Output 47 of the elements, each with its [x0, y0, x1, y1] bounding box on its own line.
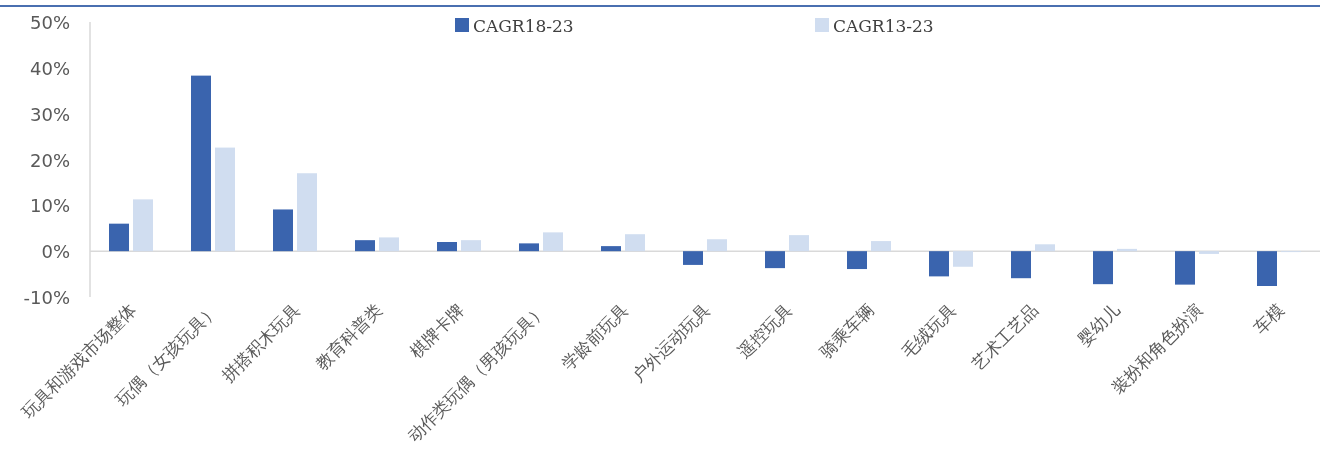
legend-label: CAGR13-23: [833, 16, 934, 36]
bar: [953, 251, 973, 267]
x-tick-label: 车模: [1249, 299, 1288, 338]
y-tick-label: -10%: [23, 287, 70, 308]
bar: [273, 209, 293, 252]
bar: [215, 147, 235, 252]
bar: [765, 251, 785, 269]
y-tick-label: 0%: [41, 241, 70, 263]
x-tick-label: 骑乘车辆: [815, 299, 878, 362]
bar: [543, 232, 563, 252]
bar: [683, 251, 703, 265]
y-tick-label: 30%: [29, 103, 70, 125]
x-tick-label: 遥控玩具: [733, 299, 796, 362]
bar: [871, 241, 891, 252]
bar: [133, 199, 153, 252]
bar: [1035, 244, 1055, 252]
bar: [789, 235, 809, 252]
bar: [929, 251, 949, 277]
x-tick-label: 毛绒玩具: [897, 299, 960, 362]
x-tick-label: 艺术工艺品: [967, 299, 1042, 374]
bar: [355, 240, 375, 252]
x-tick-label: 学龄前玩具: [557, 299, 632, 374]
bar: [109, 223, 129, 252]
legend-label: CAGR18-23: [473, 16, 574, 36]
bar: [601, 246, 621, 252]
bar: [1093, 251, 1113, 285]
bar: [1199, 251, 1219, 254]
y-tick-label: 50%: [29, 12, 70, 33]
y-tick-label: 20%: [29, 149, 70, 171]
bar: [437, 242, 457, 252]
bar: [519, 243, 539, 252]
bar: [191, 75, 211, 252]
bar: [1175, 251, 1195, 285]
bar: [625, 234, 645, 252]
x-tick-label: 拼搭积木玩具: [217, 299, 304, 386]
y-tick-label: 10%: [29, 195, 70, 217]
bar: [379, 237, 399, 252]
bar: [297, 173, 317, 252]
bar: [847, 251, 867, 270]
y-tick-label: 40%: [29, 57, 70, 79]
x-tick-label: 棋牌卡牌: [405, 299, 468, 362]
bar: [707, 239, 727, 252]
bar: [461, 240, 481, 252]
x-tick-label: 婴幼儿: [1073, 299, 1124, 350]
bar: [1011, 251, 1031, 279]
x-tick-label: 教育科普类: [311, 299, 386, 374]
bar: [1257, 251, 1277, 286]
